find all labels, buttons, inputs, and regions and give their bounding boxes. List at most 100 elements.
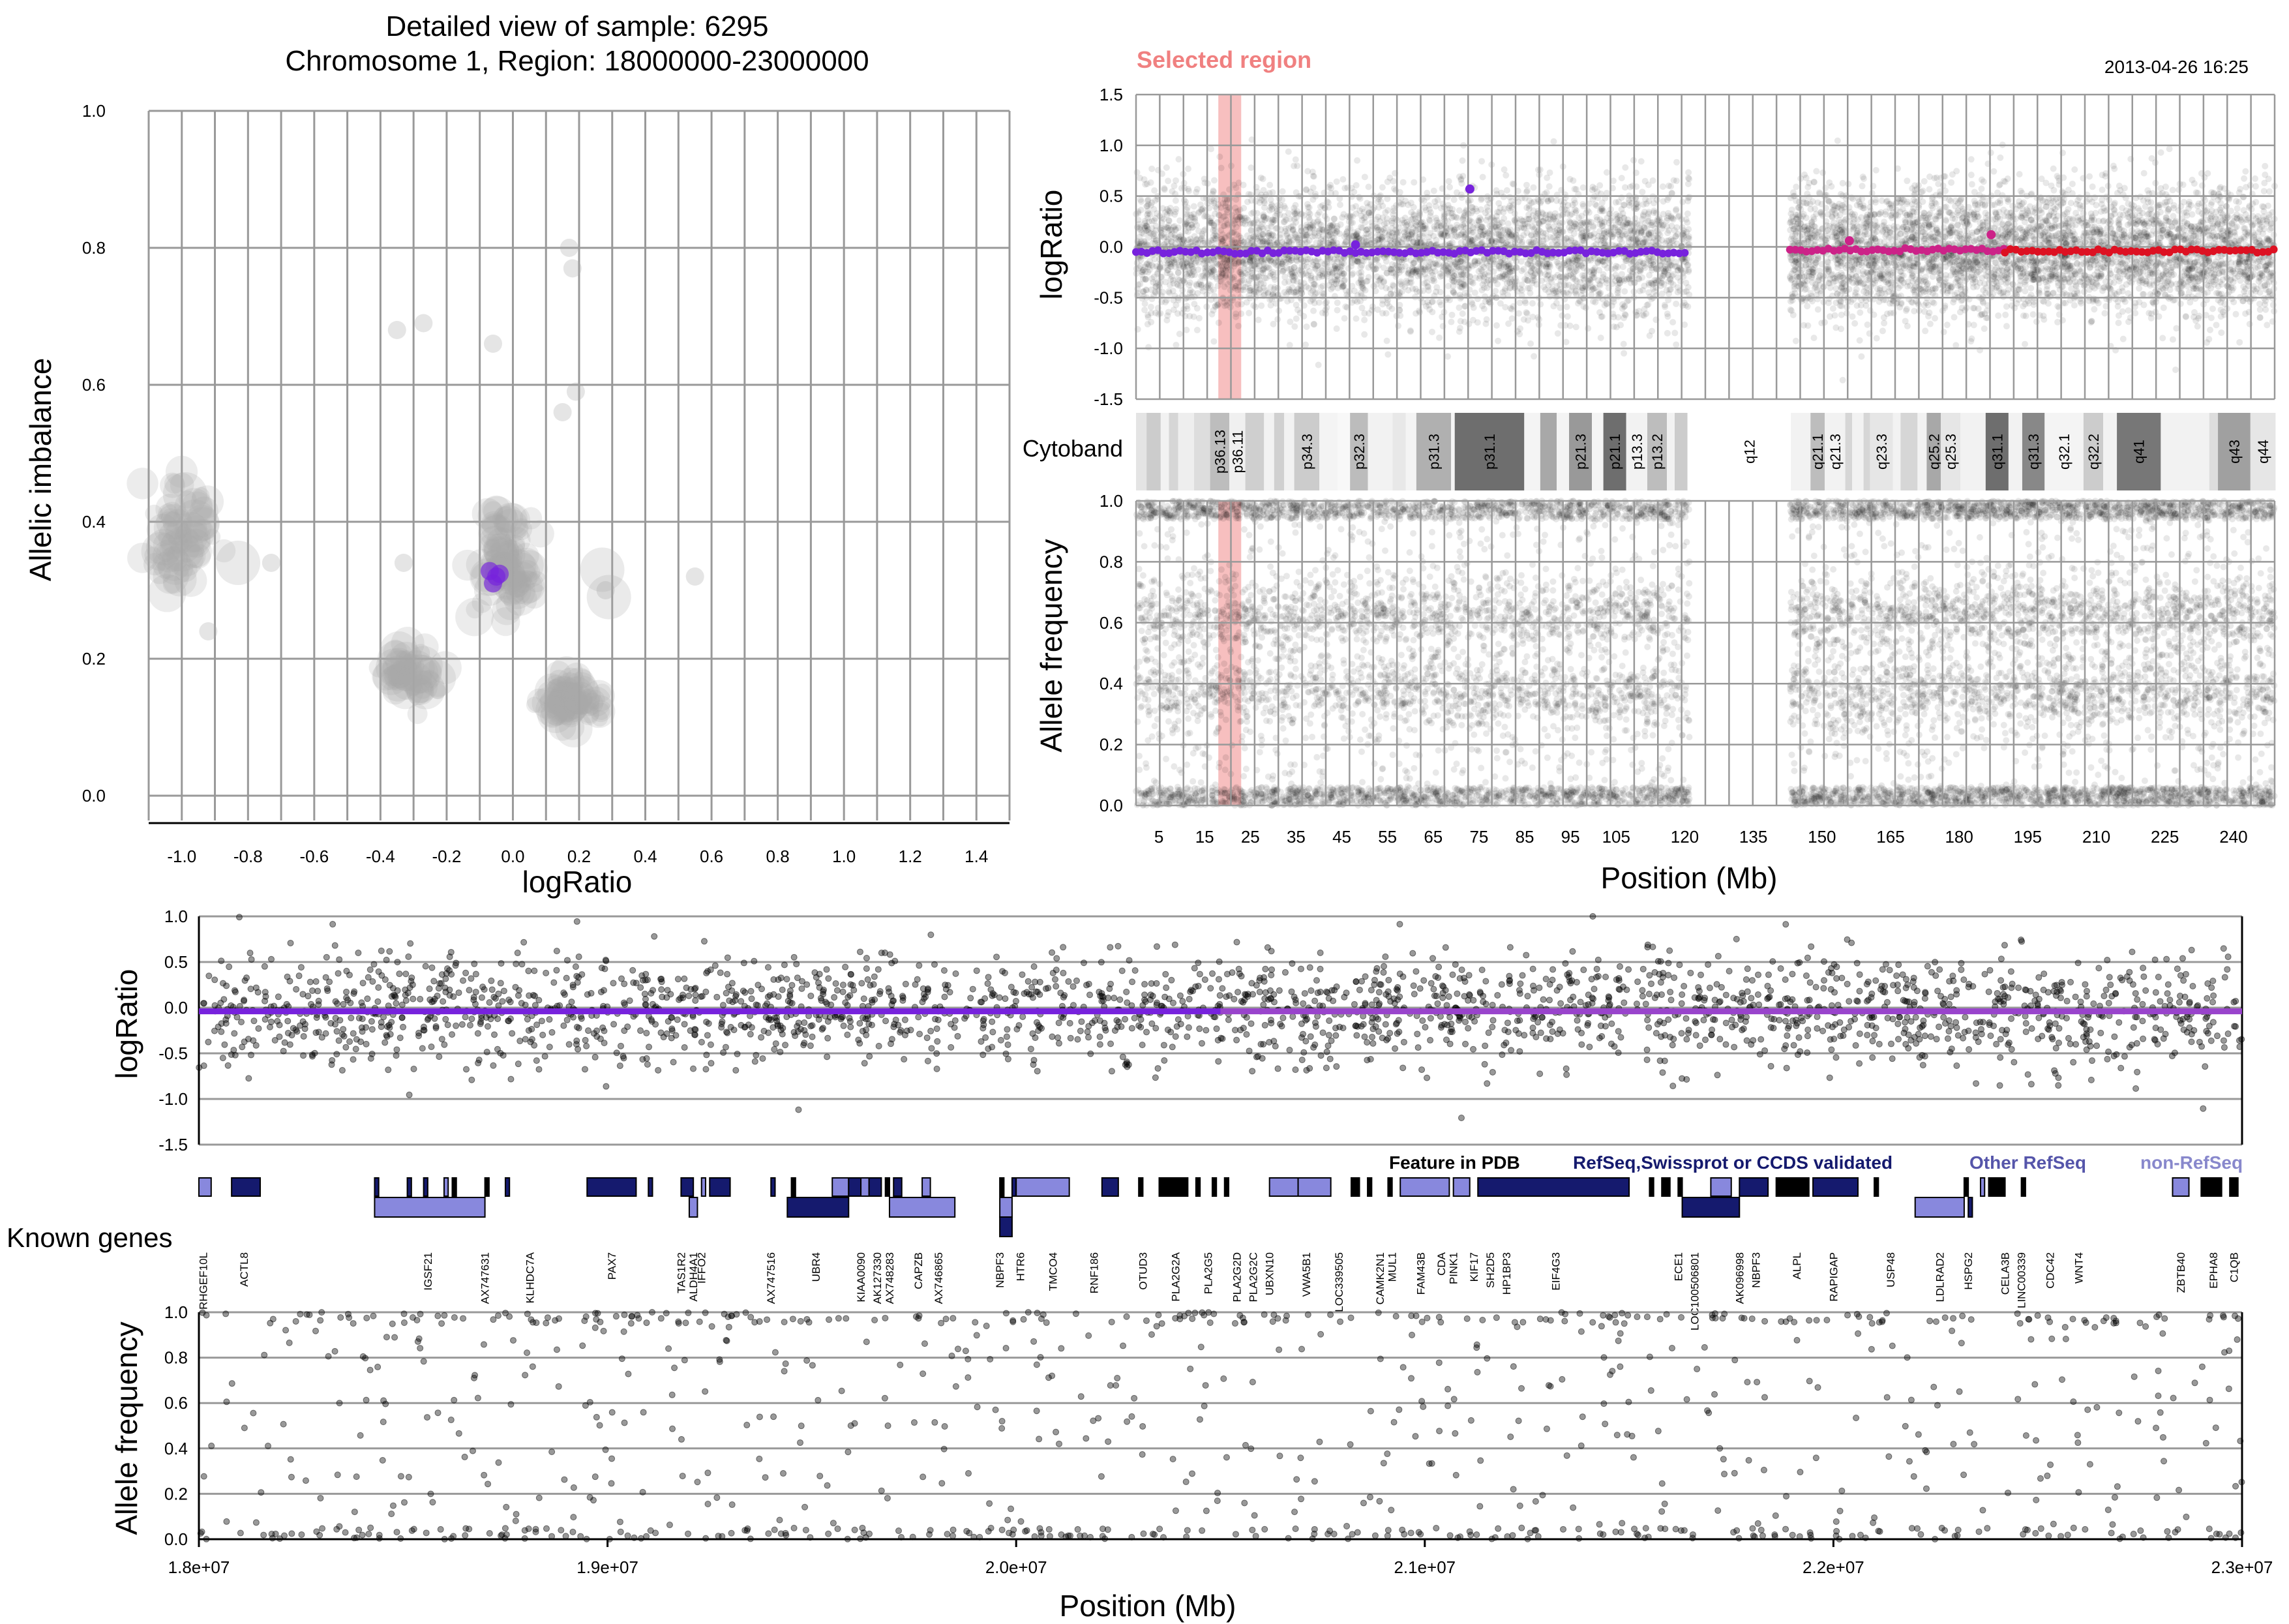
chromosome-logratio-point	[1145, 210, 1152, 217]
chromosome-logratio-point	[1614, 287, 1621, 294]
chromosome-logratio-point	[1255, 289, 1263, 296]
chromosome-logratio-point	[1137, 226, 1144, 233]
chromosome-logratio-point	[1336, 269, 1343, 276]
chromosome-logratio-point	[1645, 289, 1653, 296]
chromosome-logratio-point	[1196, 208, 1203, 215]
chromosome-logratio-point	[1482, 320, 1489, 327]
chromosome-logratio-point	[1603, 169, 1610, 176]
chromosome-logratio-point	[1395, 322, 1402, 329]
imbalance-point	[179, 528, 199, 548]
chromosome-logratio-point	[1480, 272, 1487, 279]
imbalance-point	[544, 690, 576, 722]
imbalance-point	[152, 539, 186, 573]
chromosome-logratio-point	[1429, 308, 1436, 316]
chromosome-logratio-point	[1339, 214, 1346, 221]
chromosome-logratio-point	[1673, 341, 1680, 348]
chromosome-logratio-point	[1411, 179, 1418, 186]
chromosome-logratio-point	[1383, 337, 1390, 344]
chromosome-logratio-point	[1379, 301, 1386, 308]
imbalance-point	[189, 496, 218, 526]
chromosome-logratio-point	[1405, 287, 1412, 294]
imbalance-point	[216, 541, 261, 585]
chromosome-logratio-point	[1523, 310, 1531, 317]
imbalance-point	[175, 511, 207, 544]
chromosome-logratio-panel: 1.51.00.50.0-0.5-1.0-1.5 logRatio	[1034, 85, 2278, 409]
imbalance-point	[183, 505, 220, 541]
chromosome-logratio-point	[1285, 148, 1292, 155]
chromosome-logratio-point	[1431, 223, 1438, 230]
imbalance-point	[156, 543, 175, 562]
chromosome-logratio-point	[1521, 276, 1529, 283]
chromosome-logratio-point	[1293, 189, 1300, 196]
chromosome-logratio-point	[1242, 215, 1249, 222]
chromosome-logratio-point	[1165, 207, 1172, 215]
imbalance-point	[411, 644, 430, 663]
imbalance-point	[583, 680, 615, 712]
chromosome-logratio-point	[1145, 344, 1152, 351]
imbalance-point	[160, 502, 185, 526]
chromosome-logratio-point	[1197, 201, 1204, 208]
chromosome-logratio-point	[1527, 340, 1534, 347]
chromosome-logratio-point	[1572, 209, 1579, 216]
chromosome-logratio-point	[1618, 206, 1625, 213]
chromosome-logratio-point	[1459, 310, 1466, 317]
imbalance-point	[489, 536, 509, 557]
imbalance-point	[550, 656, 584, 689]
chromosome-logratio-point	[1589, 183, 1596, 190]
chromosome-logratio-point	[1366, 310, 1373, 317]
imbalance-point	[430, 683, 447, 700]
chromosome-logratio-point	[1483, 217, 1490, 224]
chromosome-logratio-point	[1377, 226, 1384, 233]
imbalance-point	[186, 507, 220, 541]
chromosome-logratio-point	[1674, 289, 1681, 296]
chromosome-logratio-point	[1361, 173, 1368, 181]
chromosome-logratio-point	[1456, 207, 1463, 214]
chromosome-logratio-point	[1449, 288, 1456, 295]
chromosome-logratio-point	[1569, 284, 1576, 291]
chromosome-logratio-point	[1448, 318, 1455, 325]
chromosome-logratio-point	[1269, 271, 1276, 278]
imbalance-point	[547, 676, 580, 710]
chromosome-logratio-point	[1148, 295, 1156, 303]
chromosome-logratio-point	[1495, 337, 1502, 344]
chromosome-logratio-point	[1263, 215, 1270, 222]
chromosome-logratio-point	[1302, 341, 1309, 348]
imbalance-point	[170, 472, 194, 497]
chromosome-logratio-point	[1399, 217, 1406, 224]
chromosome-logratio-point	[1233, 196, 1240, 203]
selected-region-label: Selected region	[1137, 46, 1311, 73]
chromosome-logratio-point	[1553, 191, 1561, 198]
chromosome-logratio-point	[1407, 222, 1414, 229]
chromosome-logratio-point	[1365, 183, 1372, 190]
imbalance-point	[492, 595, 522, 625]
chromosome-logratio-point	[1540, 233, 1547, 240]
chromosome-logratio-point	[1148, 165, 1156, 172]
chromosome-logratio-point	[1174, 269, 1182, 276]
chromosome-logratio-point	[1260, 284, 1267, 292]
chromosome-logratio-point	[1645, 279, 1653, 286]
chromosome-logratio-point	[1546, 183, 1553, 190]
imbalance-point	[553, 403, 572, 421]
imbalance-selected-point	[490, 564, 509, 583]
imbalance-point	[481, 513, 510, 542]
chromosome-logratio-point	[1311, 281, 1319, 288]
chromosome-logratio-point	[2069, 180, 2076, 187]
imbalance-point	[390, 659, 422, 691]
imbalance-point	[419, 659, 456, 697]
imbalance-ylabel: Allelic imbalance	[23, 358, 57, 582]
chromosome-logratio-point	[2136, 285, 2143, 292]
chromosome-logratio-point	[1223, 263, 1231, 271]
chromosome-logratio-point	[1516, 299, 1523, 307]
chromosome-logratio-point	[1281, 273, 1289, 280]
chromosome-logratio-point	[1537, 301, 1544, 308]
chromosome-logratio-point	[1535, 198, 1542, 205]
imbalance-point	[505, 578, 531, 605]
chromosome-logratio-point	[1592, 201, 1599, 208]
chromosome-logratio-point	[1434, 196, 1441, 203]
imbalance-point	[157, 547, 191, 581]
imbalance-xtick-label: -0.8	[233, 847, 263, 866]
chromosome-logratio-point	[1281, 218, 1288, 225]
imbalance-point	[566, 382, 585, 401]
chromosome-logratio-point	[1380, 278, 1387, 286]
chromosome-logratio-point	[1673, 158, 1681, 166]
